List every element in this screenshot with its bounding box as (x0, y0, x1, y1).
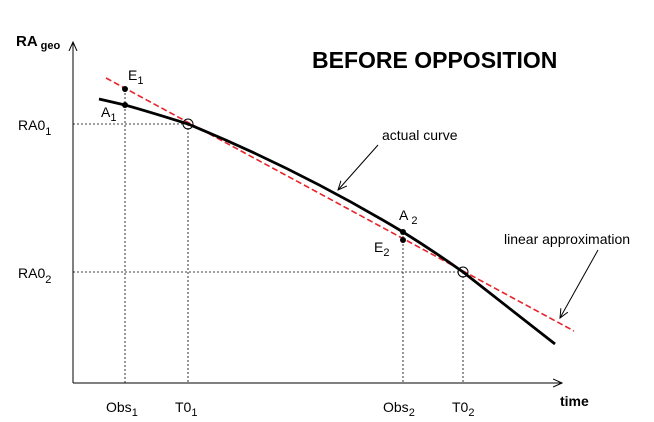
point-label-e1: E1 (128, 67, 143, 87)
x-tick-obs1-sub: 1 (132, 407, 138, 419)
point-label-a1: A1 (101, 104, 116, 124)
y-tick-ra01: RA01 (18, 117, 51, 138)
point-label-a2-main: A (399, 207, 409, 223)
point-a1 (122, 102, 128, 108)
actual-curve-line (98, 97, 556, 346)
x-tick-t02: T02 (452, 399, 474, 419)
x-tick-obs2-sub: 2 (409, 407, 415, 419)
y-tick-ra02-sub: 2 (45, 274, 51, 286)
x-tick-obs2-main: Obs (383, 399, 409, 415)
x-tick-t02-sub: 2 (468, 407, 474, 419)
linear-approx-annotation: linear approximation (504, 231, 630, 247)
y-tick-ra02: RA02 (18, 265, 51, 286)
x-tick-t01-main: T0 (175, 399, 192, 415)
y-axis-label: RA geo (16, 33, 61, 52)
actual-curve-arrow (338, 144, 379, 190)
point-a2 (400, 229, 406, 235)
linear-approx-arrow (560, 249, 599, 318)
actual-curve-annotation: actual curve (382, 127, 458, 143)
point-e2 (400, 237, 406, 243)
x-tick-obs1: Obs1 (106, 399, 138, 419)
point-e1 (122, 86, 128, 92)
x-axis-label: time (560, 393, 589, 409)
y-tick-ra01-main: RA0 (18, 117, 45, 133)
tangent-point-t01 (182, 118, 194, 130)
x-tick-obs1-main: Obs (106, 399, 132, 415)
point-label-e1-main: E (128, 67, 137, 83)
point-label-a1-sub: 1 (110, 112, 116, 124)
x-tick-t02-main: T0 (452, 399, 469, 415)
point-label-e2: E2 (374, 239, 389, 259)
diagram-heading: BEFORE OPPOSITION (312, 47, 557, 73)
point-label-e2-main: E (374, 239, 383, 255)
y-axis-label-main: RA (16, 33, 38, 50)
linear-approximation-line (105, 77, 575, 332)
y-axis-label-sub: geo (41, 40, 61, 52)
x-tick-t01-sub: 1 (191, 407, 197, 419)
point-label-a2-sub: 2 (411, 215, 417, 227)
tangent-point-t02 (457, 266, 469, 278)
y-tick-ra02-main: RA0 (18, 265, 45, 281)
point-label-a1-main: A (101, 104, 111, 120)
point-label-e2-sub: 2 (383, 247, 389, 259)
y-tick-ra01-sub: 1 (45, 126, 51, 138)
x-tick-obs2: Obs2 (383, 399, 415, 419)
point-label-e1-sub: 1 (137, 75, 143, 87)
x-tick-t01: T01 (175, 399, 197, 419)
guide-lines (73, 89, 464, 383)
